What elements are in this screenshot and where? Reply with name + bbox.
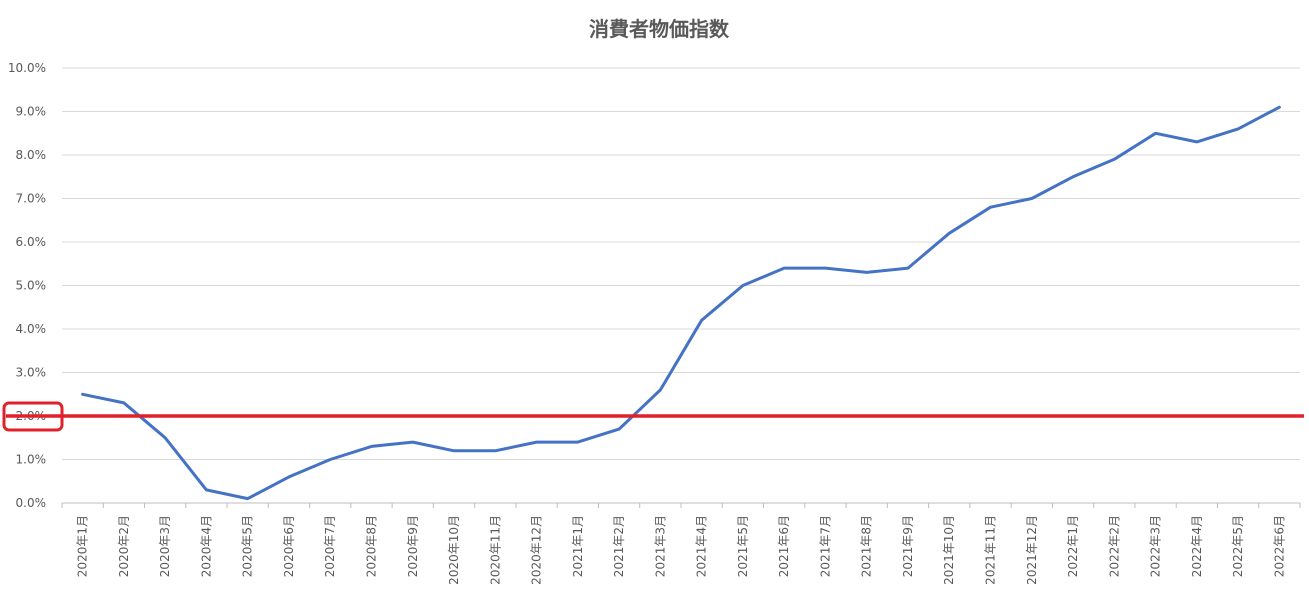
x-tick-label: 2021年2月 [612,515,626,577]
x-axis-ticks: 2020年1月 2020年2月 2020年3月 2020年4月 2020年5月 2020年… [61,503,1301,585]
x-tick-label: 2021年12月 [1025,515,1039,585]
x-tick-label: 2021年4月 [695,515,709,577]
x-tick-label: 2022年2月 [1107,515,1121,577]
y-tick-label: 6.0% [16,235,47,249]
x-tick-label: 2020年1月 [76,515,90,577]
x-tick-label: 2021年5月 [736,515,750,577]
y-tick-label: 3.0% [16,366,47,380]
x-tick-label: 2021年11月 [984,515,998,585]
x-tick-label: 2021年8月 [860,515,874,577]
x-tick-label: 2020年6月 [282,515,296,577]
x-tick-label: 2021年3月 [653,515,667,577]
y-axis-ticks: 0.0%1.0%2.0%3.0%4.0%5.0%6.0%7.0%8.0%9.0%… [8,61,46,510]
x-tick-label: 2020年12月 [530,515,544,585]
grid-layer [62,67,1300,504]
x-tick-label: 2021年10月 [942,515,956,585]
x-tick-label: 2022年3月 [1149,515,1163,577]
x-tick-label: 2022年1月 [1066,515,1080,577]
x-tick-label: 2022年4月 [1190,515,1204,577]
y-tick-label: 4.0% [16,322,47,336]
y-tick-label: 8.0% [16,148,47,162]
x-tick-label: 2020年11月 [488,515,502,585]
x-tick-label: 2022年6月 [1272,515,1286,577]
chart-title: 消費者物価指数 [589,17,730,41]
y-tick-label: 0.0% [16,496,47,510]
y-tick-label: 9.0% [16,105,47,119]
x-tick-label: 2020年4月 [199,515,213,577]
x-tick-label: 2020年7月 [323,515,337,577]
x-tick-label: 2020年3月 [158,515,172,577]
x-tick-label: 2020年8月 [365,515,379,577]
x-tick-label: 2020年9月 [406,515,420,577]
series-layer [81,105,1281,501]
highlight-box [2,401,64,432]
y-tick-label: 5.0% [16,279,47,293]
x-tick-label: 2021年9月 [901,515,915,577]
x-tick-label: 2020年5月 [241,515,255,577]
x-tick-label: 2021年1月 [571,515,585,577]
x-tick-label: 2021年7月 [818,515,832,577]
y-tick-label: 10.0% [8,61,46,75]
series-line [81,105,1281,501]
x-tick-label: 2021年6月 [777,515,791,577]
x-tick-label: 2022年5月 [1231,515,1245,577]
reference-layer [2,401,1304,432]
x-tick-label: 2020年2月 [117,515,131,577]
x-tick-label: 2020年10月 [447,515,461,585]
y-tick-label: 1.0% [16,453,47,467]
y-tick-label: 7.0% [16,192,47,206]
